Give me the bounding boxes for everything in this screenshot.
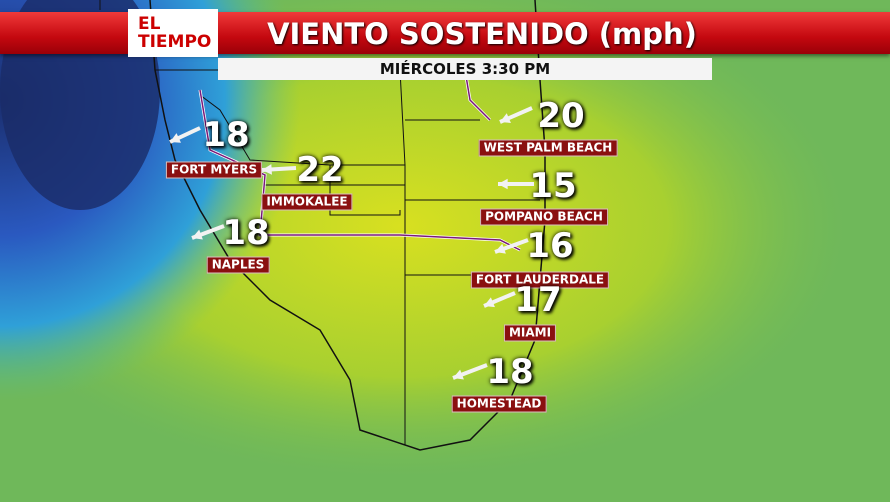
logo-line: EL — [138, 14, 161, 34]
wind-arrow — [483, 291, 516, 308]
station-label: NAPLES — [206, 256, 270, 274]
station-label: FORT LAUDERDALE — [470, 271, 610, 289]
wind-arrow — [169, 126, 201, 144]
wind-speed: 16 — [526, 226, 574, 266]
wind-arrow — [494, 238, 529, 254]
wind-speed: 20 — [537, 96, 585, 136]
station-label: FORT MYERS — [165, 161, 263, 179]
wind-arrow — [499, 106, 533, 124]
wind-speed: 18 — [202, 115, 250, 155]
wind-speed: 18 — [222, 213, 270, 253]
wind-speed: 15 — [529, 166, 577, 206]
logo: EL TIEMPO — [128, 9, 218, 57]
wind-arrow — [191, 224, 225, 240]
subtitle: MIÉRCOLES 3:30 PM — [218, 58, 712, 80]
station-label: WEST PALM BEACH — [478, 139, 618, 157]
wind-arrow — [452, 363, 488, 380]
logo-line: TIEMPO — [138, 32, 212, 52]
station-label: POMPANO BEACH — [480, 208, 608, 226]
wind-speed: 17 — [514, 280, 562, 320]
wind-arrow — [498, 178, 534, 190]
station-label: HOMESTEAD — [451, 395, 547, 413]
wind-speed: 18 — [486, 352, 534, 392]
station-label: IMMOKALEE — [261, 193, 353, 211]
wind-speed: 22 — [296, 150, 344, 190]
title: VIENTO SOSTENIDO (mph) — [267, 17, 697, 51]
station-label: MIAMI — [503, 324, 557, 342]
wind-arrow — [261, 164, 297, 175]
